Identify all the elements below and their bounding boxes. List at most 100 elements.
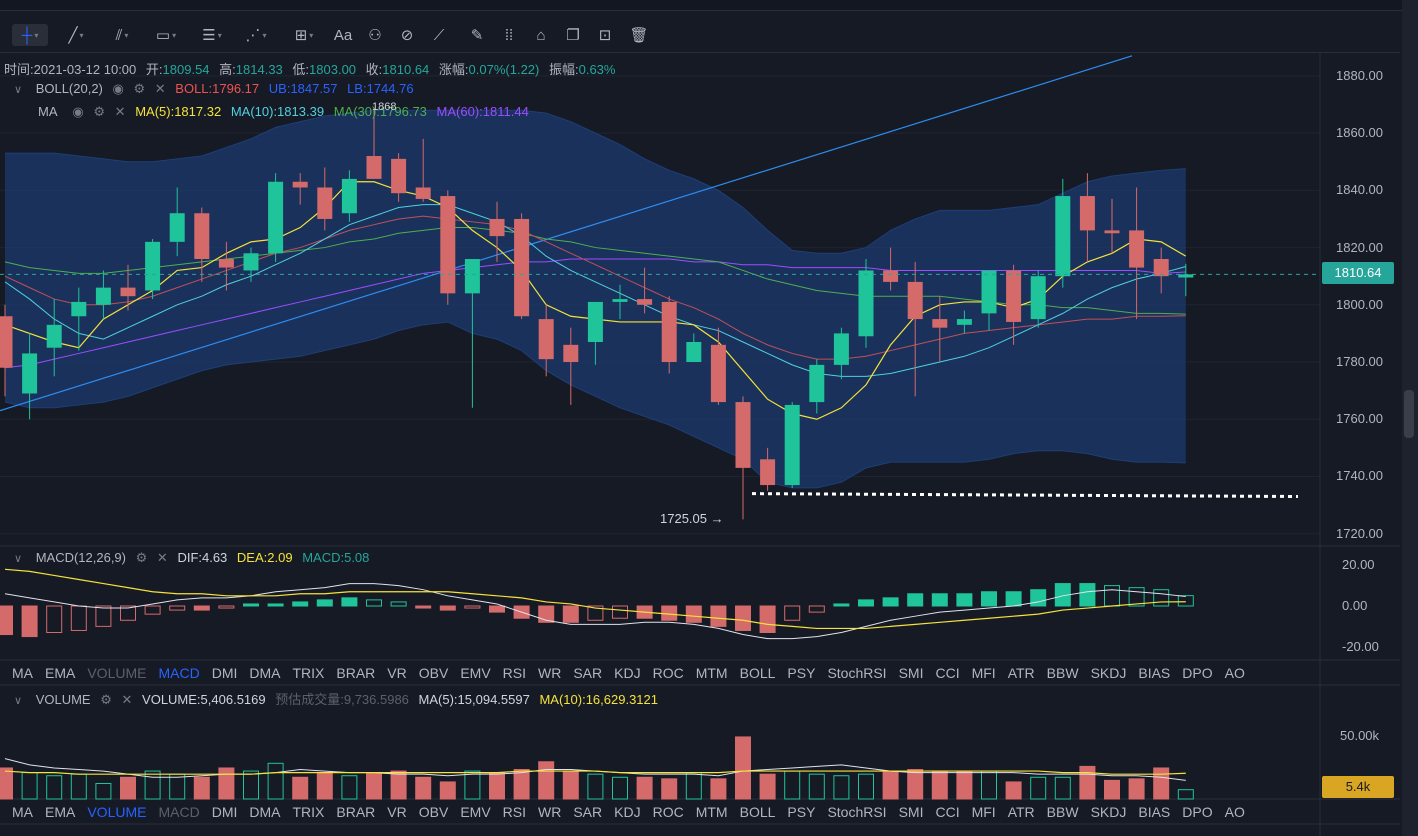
tab-obv[interactable]: OBV (418, 665, 449, 681)
tab-ema[interactable]: EMA (45, 665, 76, 681)
chevron-down-icon[interactable]: ▾ (79, 30, 84, 40)
tab-bbw[interactable]: BBW (1046, 665, 1079, 681)
settings-icon[interactable]: ⚙ (135, 550, 148, 565)
tab-brar[interactable]: BRAR (336, 804, 376, 820)
chevron-down-icon[interactable]: ▾ (309, 30, 314, 40)
tab-ao[interactable]: AO (1224, 804, 1245, 820)
tab-emv[interactable]: EMV (460, 804, 491, 820)
close-icon[interactable]: ✕ (121, 692, 133, 707)
tab-emv[interactable]: EMV (460, 665, 491, 681)
trendline-tool[interactable]: ╱ ▾ (58, 24, 94, 46)
tab-vr[interactable]: VR (387, 665, 407, 681)
tab-boll[interactable]: BOLL (739, 665, 776, 681)
tab-roc[interactable]: ROC (652, 804, 684, 820)
tab-dmi[interactable]: DMI (211, 804, 238, 820)
fib-tool[interactable]: ⫽ ▾ (104, 24, 140, 46)
tab-dpo[interactable]: DPO (1182, 665, 1213, 681)
tab-dma[interactable]: DMA (249, 665, 281, 681)
tab-ao[interactable]: AO (1224, 665, 1245, 681)
tab-skdj[interactable]: SKDJ (1090, 665, 1127, 681)
copy-tool[interactable]: ⊡ (592, 24, 618, 46)
close-icon[interactable]: ✕ (114, 104, 126, 119)
tab-rsi[interactable]: RSI (502, 665, 527, 681)
eye-icon[interactable]: ◉ (112, 81, 124, 96)
tab-bbw[interactable]: BBW (1046, 804, 1079, 820)
tab-trix[interactable]: TRIX (292, 804, 325, 820)
tab-kdj[interactable]: KDJ (614, 665, 641, 681)
tab-mfi[interactable]: MFI (971, 665, 996, 681)
tab-brar[interactable]: BRAR (336, 665, 376, 681)
tab-psy[interactable]: PSY (787, 804, 816, 820)
tab-dmi[interactable]: DMI (211, 665, 238, 681)
tab-kdj[interactable]: KDJ (614, 804, 641, 820)
tab-volume[interactable]: VOLUME (87, 804, 147, 820)
chevron-down-icon[interactable]: ▾ (217, 30, 222, 40)
hide-tool[interactable]: 🗑 (626, 24, 652, 46)
chevron-down-icon[interactable]: ▾ (34, 30, 39, 40)
ruler-tool[interactable]: ⟋ (426, 24, 452, 46)
tab-trix[interactable]: TRIX (292, 665, 325, 681)
tab-smi[interactable]: SMI (898, 665, 924, 681)
tab-mtm[interactable]: MTM (695, 804, 728, 820)
chevron-down-icon[interactable]: ▾ (172, 30, 177, 40)
chevron-down-icon[interactable]: ▾ (124, 30, 129, 40)
tab-bias[interactable]: BIAS (1138, 665, 1171, 681)
close-icon[interactable]: ✕ (154, 81, 166, 96)
measure-tool[interactable]: ⊞ ▾ (286, 24, 322, 46)
tab-atr[interactable]: ATR (1007, 665, 1035, 681)
chevron-down-icon[interactable]: ▾ (262, 30, 267, 40)
settings-icon[interactable]: ⚙ (133, 81, 146, 96)
tab-roc[interactable]: ROC (652, 665, 684, 681)
tab-stochrsi[interactable]: StochRSI (827, 804, 887, 820)
text-tool[interactable]: Aa (330, 24, 356, 46)
pencil-tool[interactable]: ✎ (464, 24, 490, 46)
tab-volume[interactable]: VOLUME (87, 665, 147, 681)
candle-body (120, 287, 136, 297)
eye-icon[interactable]: ◉ (72, 104, 84, 119)
tab-boll[interactable]: BOLL (739, 804, 776, 820)
tab-bias[interactable]: BIAS (1138, 804, 1171, 820)
tab-psy[interactable]: PSY (787, 665, 816, 681)
tab-skdj[interactable]: SKDJ (1090, 804, 1127, 820)
tab-dma[interactable]: DMA (249, 804, 281, 820)
tab-macd[interactable]: MACD (158, 804, 200, 820)
parallel-channel-tool[interactable]: ☰ ▾ (194, 24, 230, 46)
macd-histogram-bar (21, 605, 38, 638)
tab-macd[interactable]: MACD (158, 665, 200, 681)
pattern-tool[interactable]: ⚇ (362, 24, 388, 46)
tab-ma[interactable]: MA (12, 665, 33, 681)
tab-cci[interactable]: CCI (935, 665, 960, 681)
collapse-chevron-icon[interactable]: ∨ (14, 553, 23, 565)
settings-icon[interactable]: ⚙ (93, 104, 106, 119)
tab-wr[interactable]: WR (538, 804, 562, 820)
tab-atr[interactable]: ATR (1007, 804, 1035, 820)
tab-dpo[interactable]: DPO (1182, 804, 1213, 820)
pitchfork-tool[interactable]: ⋰ ▾ (238, 24, 274, 46)
tab-stochrsi[interactable]: StochRSI (827, 665, 887, 681)
tab-smi[interactable]: SMI (898, 804, 924, 820)
tab-mtm[interactable]: MTM (695, 665, 728, 681)
crosshair-tool[interactable]: ┼ ▾ (12, 24, 48, 46)
path-tool[interactable]: ⊘ (394, 24, 420, 46)
collapse-chevron-icon[interactable]: ∨ (14, 84, 23, 96)
tab-ema[interactable]: EMA (45, 804, 76, 820)
tab-ma[interactable]: MA (12, 804, 33, 820)
tab-mfi[interactable]: MFI (971, 804, 996, 820)
rectangle-tool[interactable]: ▭ ▾ (148, 24, 184, 46)
tab-vr[interactable]: VR (387, 804, 407, 820)
lock-tool[interactable]: ❐ (560, 24, 586, 46)
tab-rsi[interactable]: RSI (502, 804, 527, 820)
tab-wr[interactable]: WR (538, 665, 562, 681)
chart-area[interactable]: 时间:2021-03-12 10:00 开:1809.54 高:1814.33 … (0, 53, 1418, 836)
tab-sar[interactable]: SAR (573, 804, 603, 820)
projection-tool[interactable]: ⌂ (528, 24, 554, 46)
main-chart-svg[interactable] (0, 53, 1418, 836)
scrollbar-thumb[interactable] (1404, 390, 1414, 438)
tab-obv[interactable]: OBV (418, 804, 449, 820)
tab-sar[interactable]: SAR (573, 665, 603, 681)
close-icon[interactable]: ✕ (156, 550, 168, 565)
brush-tool[interactable]: ⁞⁞ (496, 24, 522, 46)
settings-icon[interactable]: ⚙ (100, 692, 112, 707)
tab-cci[interactable]: CCI (935, 804, 960, 820)
collapse-chevron-icon[interactable]: ∨ (14, 695, 23, 707)
